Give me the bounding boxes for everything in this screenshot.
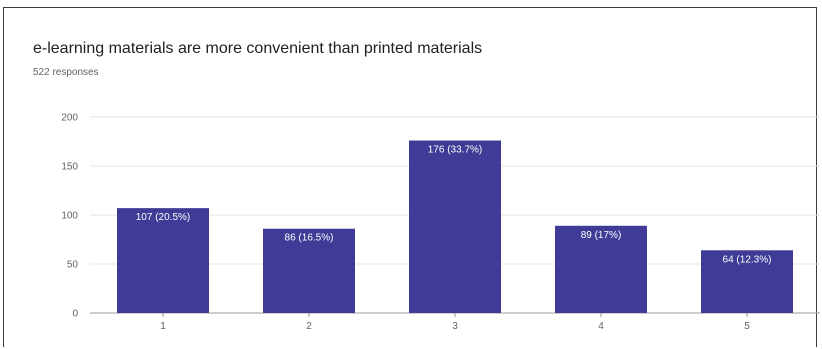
x-tick-label: 1	[160, 321, 166, 332]
y-tick-label: 150	[61, 162, 78, 173]
y-tick-label: 200	[61, 113, 78, 124]
y-tick-label: 100	[61, 211, 78, 222]
bar[interactable]	[117, 208, 209, 313]
bar-data-label: 176 (33.7%)	[428, 145, 482, 156]
bar[interactable]	[701, 250, 793, 313]
bar-data-label: 107 (20.5%)	[136, 212, 190, 223]
bar-data-label: 89 (17%)	[581, 230, 622, 241]
bar-data-label: 64 (12.3%)	[723, 254, 772, 265]
response-count: 522 responses	[33, 67, 99, 78]
bar[interactable]	[555, 225, 647, 313]
bars: 107 (20.5%) 86 (16.5%) 176 (33.7%) 89 (17%)…	[117, 140, 793, 313]
x-tick-label: 3	[452, 321, 458, 332]
y-tick-label: 50	[67, 260, 79, 271]
bar-data-label: 86 (16.5%)	[285, 233, 334, 244]
x-tick-label: 2	[306, 321, 312, 332]
x-tick-label: 5	[744, 321, 750, 332]
chart-title: e-learning materials are more convenient…	[33, 40, 483, 57]
bar[interactable]	[263, 228, 355, 313]
bar[interactable]	[409, 140, 501, 313]
y-tick-label: 0	[72, 309, 78, 320]
y-axis-ticks: 0 50 100 150 200	[61, 113, 78, 320]
x-tick-label: 4	[598, 321, 604, 332]
x-axis-ticks: 1 2 3 4 5	[160, 313, 750, 332]
